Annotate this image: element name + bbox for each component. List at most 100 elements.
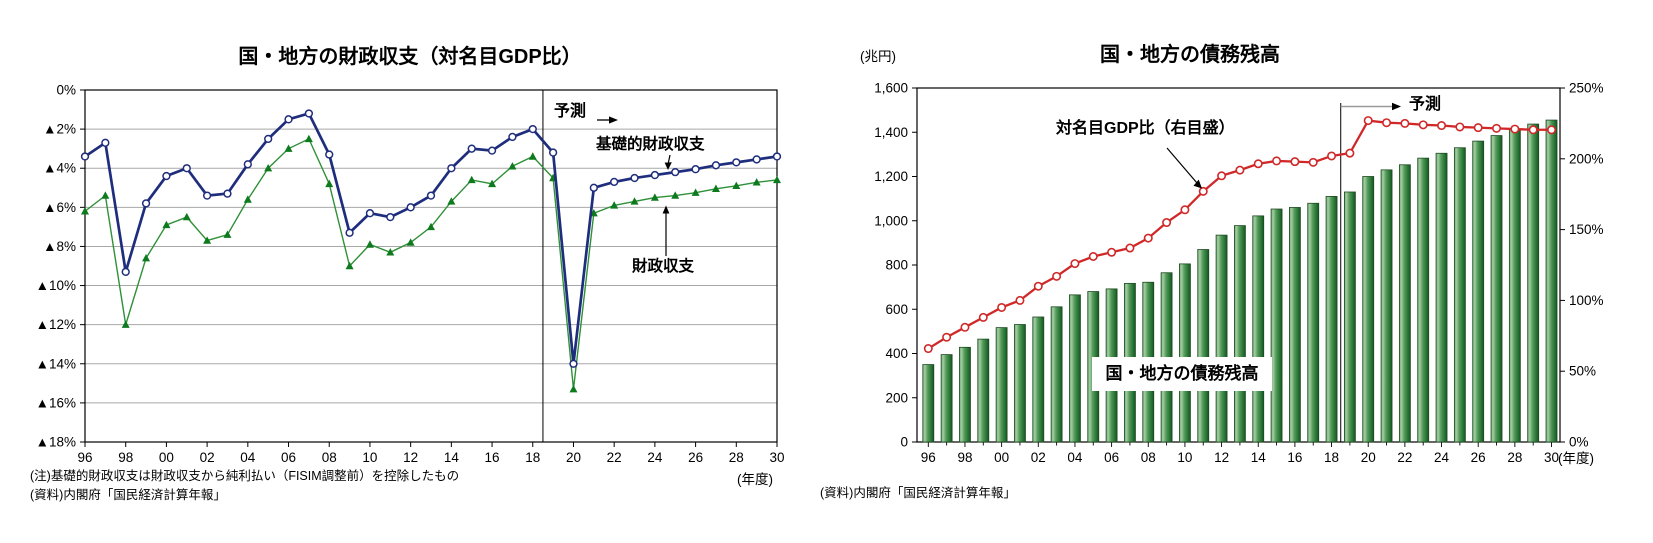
svg-text:800: 800 [885,258,908,273]
svg-text:24: 24 [647,450,663,465]
triangle-marker [671,191,680,199]
circle-marker [1235,165,1245,175]
circle-marker [406,203,415,212]
debt-bar [1252,215,1265,443]
svg-text:10: 10 [362,450,377,465]
debt-bar [922,364,935,443]
debt-bar [977,338,990,443]
svg-text:▲10%: ▲10% [36,278,76,293]
debt-bar [959,346,971,443]
triangle-marker [386,248,395,256]
circle-marker [711,161,721,170]
svg-text:16: 16 [485,450,500,465]
debt-bar [1508,128,1521,443]
circle-marker [1033,281,1043,291]
circle-marker [386,212,395,222]
debt-bar [1050,306,1063,443]
svg-text:10: 10 [1177,450,1192,465]
svg-text:250%: 250% [1569,81,1604,96]
debt-bars-label: 国・地方の債務残高 [1092,357,1272,391]
primary-balance-arrowhead [664,162,672,170]
svg-text:06: 06 [281,450,296,465]
circle-marker [80,152,90,161]
circle-marker [650,170,660,180]
triangle-marker [732,181,741,190]
circle-marker [548,148,558,157]
forecast-arrowhead [609,116,618,124]
triangle-marker [345,261,354,270]
circle-marker [589,183,598,192]
circle-marker [1510,124,1520,134]
debt-bar [1014,324,1026,443]
triangle-marker [427,222,435,231]
debt-ratio-arrowhead [1193,179,1202,189]
circle-marker [1088,252,1098,262]
svg-text:▲16%: ▲16% [36,395,76,410]
triangle-marker [406,238,415,246]
debt-bar [1215,234,1228,443]
svg-text:14: 14 [1251,450,1267,465]
circle-marker [264,134,273,144]
circle-marker [508,132,517,142]
circle-marker [426,191,436,200]
left-x-axis-unit: (年度) [737,472,773,487]
right-forecast-label: 予測 [1409,96,1442,113]
circle-marker [1547,125,1557,135]
triangle-marker [304,134,313,143]
svg-text:18: 18 [1324,450,1339,465]
svg-text:400: 400 [885,346,908,361]
right-x-axis-unit: (年度) [1558,451,1594,466]
debt-bar [1380,169,1393,443]
svg-text:150%: 150% [1569,222,1604,237]
svg-text:▲18%: ▲18% [36,435,76,450]
svg-text:98: 98 [957,450,972,465]
triangle-marker [243,195,252,203]
left-axes: 0% ▲2% ▲4% ▲6% ▲8% ▲10% ▲12% ▲14% ▲16% ▲18%96 98 00… [36,83,785,466]
triangle-marker [264,164,273,172]
debt-ratio-series [923,116,1557,354]
circle-marker [569,359,578,368]
debt-bar [1490,135,1503,443]
svg-text:04: 04 [240,450,256,465]
triangle-marker [630,197,639,205]
circle-marker [304,109,314,118]
svg-text:30: 30 [1544,450,1559,465]
circle-marker [1290,157,1300,167]
svg-text:02: 02 [1031,450,1046,465]
svg-text:98: 98 [118,450,133,465]
triangle-marker [81,207,89,215]
debt-bar [1234,225,1246,443]
svg-text:0: 0 [900,435,908,450]
circle-marker [1107,247,1117,257]
svg-text:200: 200 [885,390,908,405]
debt-bar [1398,164,1411,443]
circle-marker [1308,157,1318,167]
circle-marker [1528,125,1538,135]
svg-text:16: 16 [1287,450,1302,465]
triangle-marker [121,320,130,328]
circle-marker [1272,156,1282,166]
circle-marker [1437,121,1447,131]
left-forecast-label: 予測 [554,103,587,120]
svg-text:20: 20 [1361,450,1376,465]
triangle-marker [182,212,191,221]
right-chart-title: 国・地方の債務残高 [1100,44,1280,66]
circle-marker [1327,151,1337,161]
svg-text:06: 06 [1104,450,1119,465]
debt-bar [1343,191,1356,443]
triangle-marker [325,179,334,188]
circle-marker [1143,233,1153,243]
circle-marker [1217,171,1227,181]
triangle-marker [101,191,110,199]
right-annotation-arrows [1166,147,1202,189]
svg-text:▲12%: ▲12% [36,317,76,332]
svg-text:96: 96 [921,450,936,465]
svg-text:1,400: 1,400 [874,125,908,140]
primary-balance-series [80,109,782,368]
svg-text:00: 00 [994,450,1009,465]
triangle-marker [528,152,537,160]
circle-marker [223,189,232,198]
circle-marker [752,155,761,164]
debt-bar [1307,202,1320,443]
svg-text:00: 00 [159,450,174,465]
